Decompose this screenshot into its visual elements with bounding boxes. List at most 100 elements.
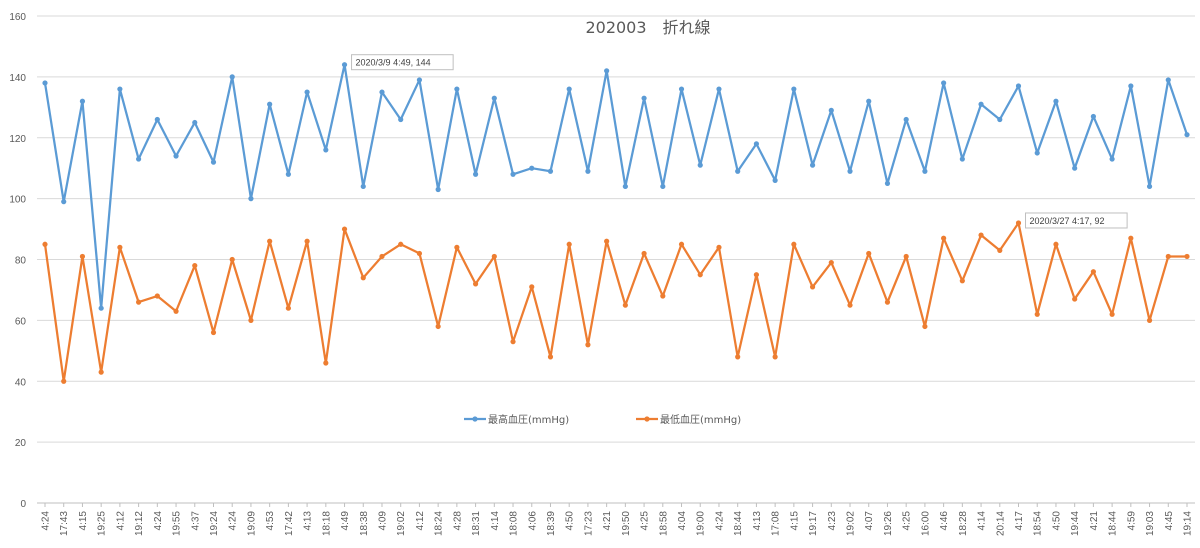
x-tick-label: 18:44: [1108, 511, 1119, 536]
x-tick-label: 19:55: [172, 511, 183, 536]
data-point: [884, 180, 891, 187]
x-tick-label: 19:17: [808, 511, 819, 536]
data-point: [1034, 311, 1040, 317]
y-tick-label: 160: [9, 12, 26, 23]
data-point: [304, 238, 310, 244]
data-point: [866, 250, 872, 257]
x-tick-label: 19:26: [883, 511, 894, 536]
x-tick-label: 19:09: [246, 511, 257, 536]
series-line-1: [43, 221, 1187, 383]
data-point: [716, 86, 722, 92]
data-point: [997, 247, 1003, 253]
data-point: [304, 89, 310, 95]
data-point: [360, 183, 366, 190]
x-tick-label: 4:17: [1014, 511, 1025, 531]
legend-item-1: 最低血圧(mmHg): [636, 413, 741, 426]
x-tick-label: 18:28: [958, 511, 969, 536]
data-point: [660, 293, 666, 299]
data-point: [1015, 220, 1022, 226]
data-point: [1165, 77, 1171, 83]
data-point: [735, 354, 741, 360]
legend-item-0: 最高血圧(mmHg): [464, 413, 569, 426]
data-point: [847, 302, 853, 308]
data-point: [884, 299, 891, 305]
x-tick-label: 19:14: [1183, 511, 1194, 536]
data-point: [828, 107, 834, 113]
x-tick-label: 4:14: [977, 511, 988, 531]
legend-label: 最低血圧(mmHg): [660, 413, 741, 426]
data-point: [1015, 83, 1022, 89]
x-tick-label: 18:44: [733, 511, 744, 536]
data-point: [697, 272, 703, 278]
data-point: [678, 86, 685, 92]
data-point: [547, 168, 554, 174]
x-tick-label: 18:54: [1033, 511, 1044, 536]
legend-swatch-marker: [644, 416, 650, 422]
x-tick-label: 4:50: [565, 511, 576, 531]
data-point: [61, 199, 67, 205]
data-point: [716, 244, 722, 250]
y-tick-label: 20: [15, 438, 27, 449]
x-tick-label: 4:24: [41, 511, 52, 531]
x-tick-label: 19:02: [396, 511, 407, 536]
data-point: [491, 253, 497, 260]
x-tick-label: 4:06: [527, 511, 538, 531]
data-point: [173, 308, 179, 314]
data-point: [510, 339, 516, 345]
x-tick-label: 18:24: [434, 511, 445, 536]
x-tick-label: 4:24: [153, 511, 164, 531]
x-axis-ticks: 4:24 17:43 4:15 19:25 4:12 19:12 4:24 19:55 4:37…: [41, 503, 1194, 536]
data-point: [847, 168, 853, 174]
x-tick-label: 4:07: [864, 511, 875, 531]
x-tick-label: 19:50: [621, 511, 632, 536]
legend-swatch-marker: [472, 416, 478, 422]
data-point: [398, 116, 404, 123]
data-point: [454, 86, 460, 92]
data-point: [1128, 235, 1134, 241]
data-point: [454, 244, 460, 250]
data-point: [79, 98, 86, 104]
data-point: [903, 253, 909, 260]
x-tick-label: 17:08: [771, 511, 782, 536]
data-point: [604, 68, 610, 74]
data-point: [959, 278, 965, 284]
x-tick-label: 17:43: [59, 511, 70, 536]
x-tick-label: 4:13: [303, 511, 314, 531]
data-point: [941, 80, 947, 86]
data-point: [42, 241, 48, 247]
data-point: [997, 116, 1003, 123]
data-point: [753, 141, 760, 147]
data-point: [772, 354, 778, 360]
x-tick-label: 4:49: [340, 511, 351, 531]
data-point: [323, 147, 329, 153]
data-point: [678, 241, 685, 247]
x-tick-label: 4:15: [789, 511, 800, 531]
data-point: [79, 253, 86, 260]
data-point: [903, 116, 909, 123]
data-point: [772, 177, 778, 183]
data-point: [566, 86, 572, 92]
data-point: [472, 171, 479, 177]
data-point: [416, 250, 423, 257]
series-0: [42, 62, 1190, 311]
data-point: [1072, 296, 1078, 302]
data-point: [922, 323, 928, 330]
x-tick-label: 19:12: [134, 511, 145, 536]
data-point: [622, 183, 628, 190]
data-point: [472, 281, 479, 287]
data-point: [809, 284, 816, 290]
data-point: [866, 98, 872, 104]
annotations: 2020/3/9 4:49, 144 2020/3/27 4:17, 92: [351, 54, 1128, 229]
y-tick-label: 0: [20, 499, 26, 510]
data-point: [641, 95, 647, 101]
data-point: [379, 253, 385, 260]
data-point: [604, 238, 610, 244]
x-tick-label: 4:15: [78, 511, 89, 531]
data-point: [285, 171, 291, 177]
legend-label: 最高血圧(mmHg): [488, 413, 569, 426]
data-point: [173, 153, 179, 159]
x-tick-label: 4:21: [1089, 511, 1100, 531]
data-point: [1072, 165, 1078, 171]
data-point: [697, 162, 703, 168]
data-point: [98, 305, 104, 311]
